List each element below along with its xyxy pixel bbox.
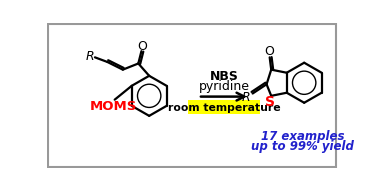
Text: up to 99% yield: up to 99% yield: [251, 140, 354, 153]
Text: R: R: [242, 91, 250, 104]
Text: 17 examples: 17 examples: [261, 130, 344, 143]
Text: room temperature: room temperature: [168, 103, 280, 113]
Text: O: O: [265, 45, 274, 58]
Text: MOMS: MOMS: [89, 100, 137, 113]
Text: O: O: [137, 40, 147, 53]
Text: S: S: [266, 95, 276, 109]
Text: R: R: [86, 50, 94, 63]
FancyBboxPatch shape: [188, 100, 260, 114]
Text: pyridine: pyridine: [198, 80, 249, 93]
Text: NBS: NBS: [210, 70, 238, 83]
